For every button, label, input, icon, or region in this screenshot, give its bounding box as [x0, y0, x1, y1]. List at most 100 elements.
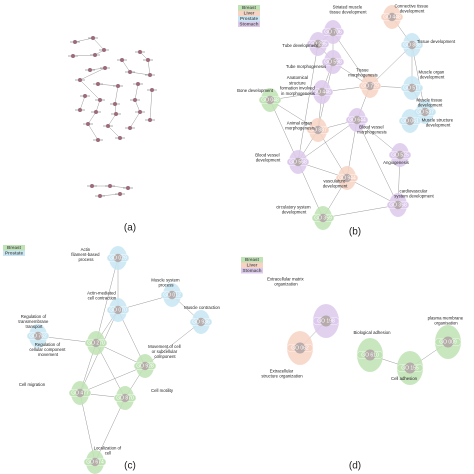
edge [356, 119, 399, 206]
node [90, 457, 100, 467]
node [86, 122, 90, 126]
node [33, 331, 43, 341]
node-label: Biological adhesion [353, 330, 391, 335]
node [407, 83, 417, 93]
node [136, 82, 140, 86]
node [133, 98, 137, 102]
node [118, 192, 122, 196]
edge [107, 125, 121, 139]
edge [144, 321, 202, 367]
node-label: Bone development [237, 88, 274, 93]
node-id: GO 048 [261, 98, 279, 104]
node [83, 94, 87, 98]
edge [87, 123, 99, 141]
edge [109, 185, 129, 189]
node-id: GO 525 [391, 153, 409, 159]
node [317, 87, 327, 97]
node [118, 136, 122, 140]
node-id: GO 887 [309, 128, 327, 134]
edge [149, 89, 153, 121]
node-id: GO 762 [29, 334, 47, 340]
node [128, 70, 132, 74]
node-id: GO 446 [313, 90, 331, 96]
node [328, 57, 338, 67]
node [342, 173, 352, 183]
legend-swatch [238, 10, 260, 16]
node-label: plasma membrane organisation [428, 315, 465, 325]
legend-label: Liver [244, 11, 255, 16]
edge [129, 111, 141, 129]
node [140, 361, 150, 371]
node [265, 95, 275, 105]
node [404, 362, 416, 374]
node [196, 317, 206, 327]
node-label: Extracellular structure organization [261, 368, 303, 378]
node-id: GO 359 [314, 216, 332, 222]
node-id: GO 936 [192, 320, 210, 326]
node [318, 213, 328, 223]
node-label: Blood vessel morphogenesis [357, 124, 386, 134]
node [73, 40, 77, 44]
node [75, 388, 85, 398]
edge [87, 111, 97, 125]
node [393, 200, 403, 210]
node [320, 315, 332, 327]
node-label: Angiogenesis [383, 160, 409, 165]
node-id: GO 928 [136, 364, 154, 370]
node [113, 102, 117, 106]
node-label: Movement of cell or subcellular componen… [148, 344, 182, 359]
node-label: Tube morphogenesis [286, 64, 326, 69]
node [387, 12, 397, 22]
node-label: Connective tissue development [394, 3, 429, 13]
node [364, 349, 376, 361]
panel-label: (a) [124, 223, 136, 234]
node-label: Cell adhesion [391, 376, 418, 381]
node-label: Muscle tissue development [416, 97, 443, 107]
legend-label: Breast [7, 245, 22, 250]
edge [94, 397, 126, 463]
edge [107, 113, 117, 127]
node [420, 107, 430, 117]
node [352, 115, 362, 125]
node-id: GO 358 [389, 203, 407, 209]
edge [99, 193, 121, 197]
node-id: GO 198 [317, 319, 335, 325]
node-label: Muscle structure development [422, 117, 455, 127]
node-label: Tissue morphogenesis [348, 67, 377, 77]
node [88, 68, 92, 72]
node-label: cardiovascular system development [394, 188, 434, 198]
edge [79, 67, 106, 81]
node-id: GO 009 [439, 340, 457, 346]
node [294, 342, 306, 354]
node-id: GO 888 [403, 43, 421, 49]
node [128, 126, 132, 130]
node-id: GO 070 [109, 308, 127, 314]
legend-label: Prostate [5, 251, 24, 256]
node [108, 184, 112, 188]
node [93, 53, 97, 57]
edge [322, 204, 399, 219]
node [78, 78, 82, 82]
node [120, 393, 130, 403]
node [313, 39, 323, 49]
node [98, 98, 102, 102]
node [405, 116, 415, 126]
node-label: Animal organ morphogenesis [285, 120, 314, 130]
node-label: Actin-mediated cell contraction [87, 290, 117, 300]
node [96, 82, 100, 86]
edge [79, 79, 101, 101]
node-label: Tissue development [417, 39, 456, 44]
edge [134, 99, 141, 113]
node-id: GO 517 [403, 86, 421, 92]
node [328, 27, 338, 37]
node-label: Regulation of transmembrane transport [18, 314, 49, 329]
panel-label: (c) [124, 461, 136, 472]
node [71, 54, 75, 58]
legend-swatch [3, 250, 25, 256]
node-id: GO 706 [324, 30, 342, 36]
node-id: GO 674 [86, 460, 104, 466]
node-label: Blood vessel development [255, 152, 281, 162]
node [91, 338, 101, 348]
